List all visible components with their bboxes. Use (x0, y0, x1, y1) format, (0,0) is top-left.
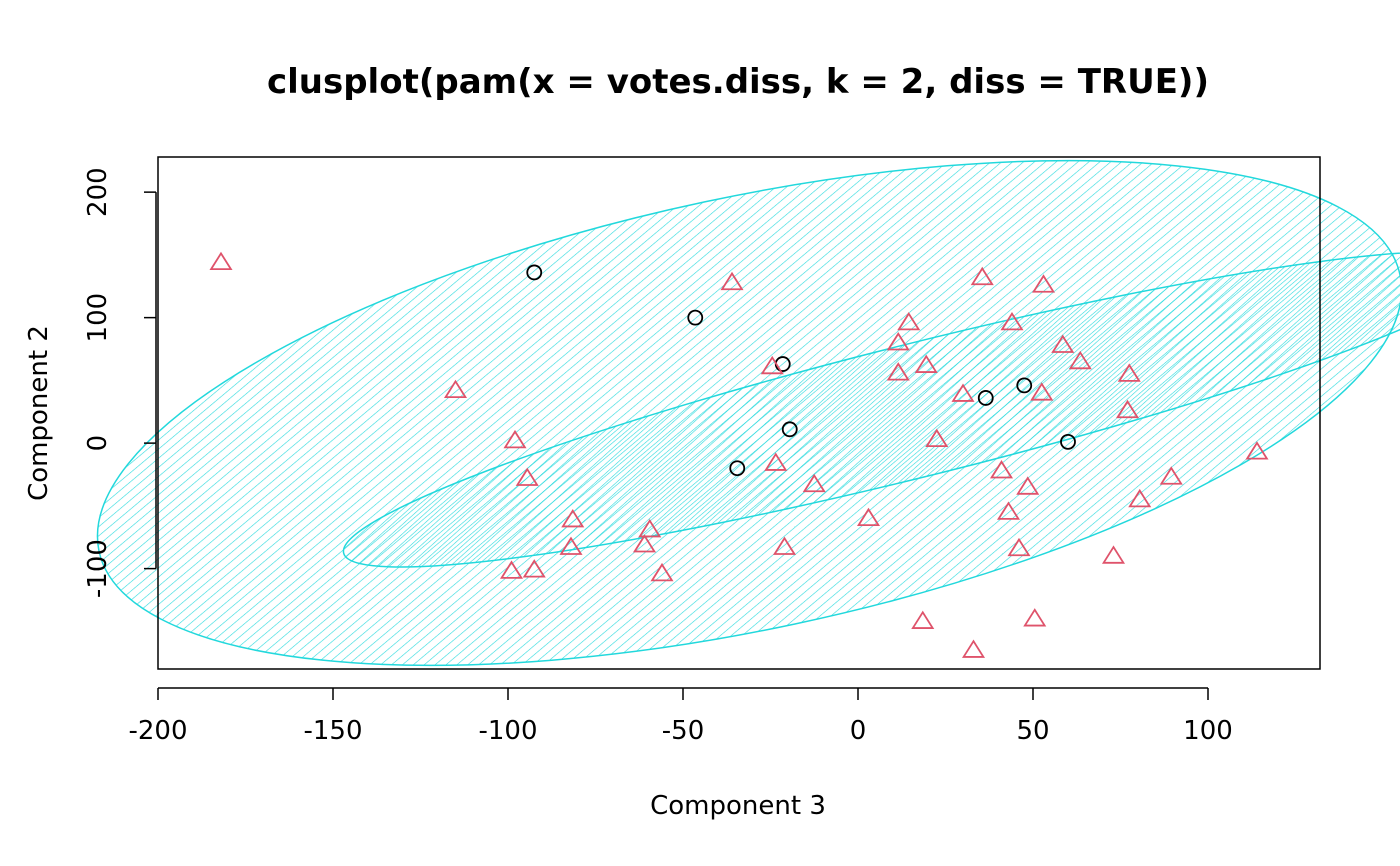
triangle-point-30 (996, 501, 1021, 520)
triangle-point-4 (1031, 274, 1056, 293)
triangle-point-16 (1030, 382, 1054, 401)
triangle-point-40 (911, 610, 935, 629)
triangle-point-12 (886, 362, 910, 381)
x-tick-label: 50 (1016, 716, 1049, 746)
x-tick-label: 100 (1183, 716, 1233, 746)
triangle-point-18 (503, 429, 527, 449)
data-points (209, 251, 1269, 658)
triangle-point-5 (897, 311, 921, 331)
triangle-point-21 (764, 452, 788, 471)
circle-point-1 (526, 264, 543, 281)
triangle-point-37 (499, 560, 524, 579)
triangle-point-20 (1245, 441, 1269, 460)
triangle-point-41 (1023, 608, 1047, 627)
triangle-point-14 (443, 379, 468, 399)
y-tick-label: -100 (83, 539, 113, 598)
triangle-point-10 (760, 355, 784, 375)
triangle-point-8 (1051, 334, 1075, 353)
x-axis: -200 -150 -100 -50 0 50 100 (128, 687, 1233, 746)
circle-point-6 (977, 390, 994, 406)
circle-point-5 (729, 460, 746, 477)
x-tick-label: -50 (662, 716, 704, 746)
circle-point-4 (781, 421, 798, 438)
triangle-point-42 (961, 639, 986, 658)
triangle-point-29 (856, 507, 881, 527)
triangle-point-27 (1128, 488, 1152, 508)
cluster-ellipses (96, 159, 1400, 667)
triangle-point-13 (1117, 363, 1141, 382)
x-tick-label: -150 (303, 716, 362, 746)
plot-frame (157, 156, 1321, 670)
triangle-point-15 (951, 383, 975, 402)
triangle-point-35 (1007, 537, 1031, 557)
triangle-point-19 (925, 428, 949, 448)
triangle-point-25 (802, 473, 826, 493)
x-axis-label: Component 3 (650, 791, 826, 821)
triangle-point-1 (209, 251, 233, 271)
triangle-point-6 (1000, 311, 1024, 331)
x-tick-label: 0 (850, 716, 867, 746)
circle-point-8 (1060, 433, 1076, 450)
triangle-point-22 (989, 460, 1014, 479)
y-axis-label: Component 2 (24, 325, 54, 501)
triangle-point-7 (886, 332, 910, 351)
triangle-point-38 (522, 559, 546, 578)
triangle-point-11 (914, 354, 938, 373)
triangle-point-32 (632, 534, 657, 553)
circle-point-7 (1016, 377, 1033, 394)
triangle-point-33 (559, 536, 583, 555)
triangle-point-23 (1159, 466, 1183, 485)
triangle-point-36 (1101, 545, 1126, 564)
triangle-point-24 (515, 467, 539, 486)
y-tick-label: 200 (83, 167, 113, 217)
y-tick-label: 0 (83, 435, 113, 452)
triangle-point-9 (1068, 350, 1092, 370)
chart-title: clusplot(pam(x = votes.diss, k = 2, diss… (267, 62, 1209, 102)
triangle-point-3 (970, 266, 994, 286)
triangle-point-31 (638, 519, 662, 538)
triangle-point-17 (1115, 399, 1140, 419)
y-axis: -100 0 100 200 (83, 167, 157, 598)
triangle-point-2 (720, 271, 744, 291)
triangle-point-34 (772, 536, 797, 555)
x-tick-label: -200 (128, 716, 187, 746)
triangle-point-26 (1016, 476, 1040, 495)
y-tick-label: 100 (83, 293, 113, 343)
triangle-point-39 (650, 562, 674, 582)
x-tick-label: -100 (478, 716, 537, 746)
circle-point-2 (687, 309, 704, 326)
triangle-point-28 (561, 508, 585, 528)
